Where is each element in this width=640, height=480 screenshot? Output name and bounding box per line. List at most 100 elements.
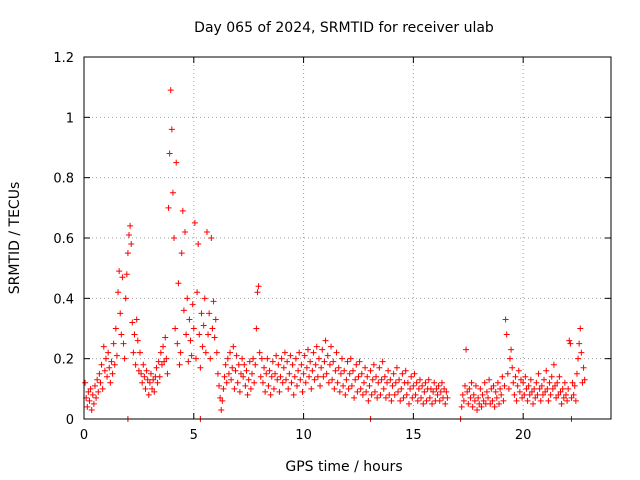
data-point <box>240 373 247 380</box>
data-point <box>442 400 449 407</box>
data-point <box>253 325 260 332</box>
data-point <box>255 283 262 290</box>
data-point <box>295 367 302 374</box>
data-point <box>365 397 372 404</box>
data-point <box>578 349 585 356</box>
data-point <box>262 388 269 395</box>
grid <box>84 57 611 419</box>
data-point <box>116 268 123 275</box>
data-point <box>461 382 468 389</box>
data-point <box>330 358 337 365</box>
data-point <box>555 391 562 398</box>
data-point <box>333 349 340 356</box>
data-point <box>483 388 490 395</box>
data-point <box>129 319 136 326</box>
data-point <box>245 376 252 383</box>
data-point <box>187 337 194 344</box>
data-point <box>166 150 173 157</box>
data-point <box>90 400 97 407</box>
data-point <box>202 349 209 356</box>
data-point <box>227 349 234 356</box>
data-point <box>188 352 195 359</box>
data-point <box>213 349 220 356</box>
data-point <box>286 370 293 377</box>
data-point <box>471 397 478 404</box>
data-point <box>575 355 582 362</box>
data-point <box>528 388 535 395</box>
data-point <box>315 355 322 362</box>
data-point <box>176 361 183 368</box>
data-point <box>476 400 483 407</box>
data-point <box>544 385 551 392</box>
data-point <box>579 379 586 386</box>
data-point <box>410 382 417 389</box>
data-point <box>384 379 391 386</box>
data-point <box>130 349 137 356</box>
data-point <box>534 391 541 398</box>
y-tick-label: 0 <box>66 413 74 428</box>
data-point <box>89 391 96 398</box>
data-point <box>147 370 154 377</box>
data-point <box>560 394 567 401</box>
data-point <box>314 373 321 380</box>
data-point <box>117 310 124 317</box>
data-point <box>127 222 134 229</box>
data-point <box>259 379 266 386</box>
axis-ticks: 0 0.2 0.4 0.6 0.8 1 1.2 0 5 10 15 20 <box>53 51 611 443</box>
data-point <box>366 382 373 389</box>
data-point <box>336 388 343 395</box>
data-point <box>530 400 537 407</box>
data-point <box>496 400 503 407</box>
data-point <box>488 385 495 392</box>
data-point <box>162 334 169 341</box>
data-point <box>328 343 335 350</box>
data-point <box>149 385 156 392</box>
data-point <box>458 403 465 410</box>
data-point <box>460 397 467 404</box>
data-point <box>261 364 268 371</box>
data-point <box>94 376 101 383</box>
data-point <box>349 367 356 374</box>
data-point <box>389 382 396 389</box>
data-point <box>423 397 430 404</box>
data-point <box>568 394 575 401</box>
data-point <box>543 367 550 374</box>
data-point <box>437 388 444 395</box>
data-point <box>135 367 142 374</box>
data-point <box>287 352 294 359</box>
data-point <box>547 391 554 398</box>
data-point <box>289 361 296 368</box>
data-point <box>525 382 532 389</box>
data-point <box>435 382 442 389</box>
data-point <box>126 231 133 238</box>
data-point <box>459 391 466 398</box>
data-point <box>108 358 115 365</box>
data-point <box>405 400 412 407</box>
data-point <box>252 361 259 368</box>
data-point <box>353 361 360 368</box>
data-point <box>164 370 171 377</box>
x-tick-label: 5 <box>190 428 198 443</box>
data-point <box>177 349 184 356</box>
data-point <box>373 373 380 380</box>
data-point <box>201 295 208 302</box>
data-point <box>203 228 210 235</box>
data-point <box>232 367 239 374</box>
data-point <box>344 358 351 365</box>
data-point <box>402 367 409 374</box>
data-point <box>533 379 540 386</box>
data-point <box>475 394 482 401</box>
data-point <box>113 352 120 359</box>
data-point <box>277 373 284 380</box>
data-point <box>370 361 377 368</box>
data-point <box>317 382 324 389</box>
data-point <box>345 385 352 392</box>
data-point <box>139 379 146 386</box>
data-point <box>378 376 385 383</box>
data-point <box>141 373 148 380</box>
data-point <box>84 403 91 410</box>
data-point <box>396 376 403 383</box>
data-point <box>470 391 477 398</box>
data-point <box>93 394 100 401</box>
data-point <box>307 358 314 365</box>
